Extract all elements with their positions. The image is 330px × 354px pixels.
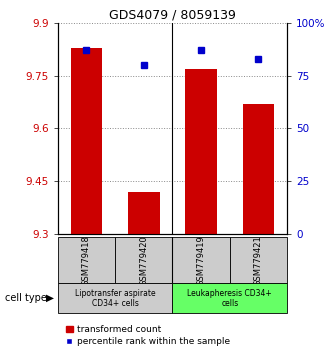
Legend: transformed count, percentile rank within the sample: transformed count, percentile rank withi… — [62, 321, 233, 349]
Text: Lipotransfer aspirate
CD34+ cells: Lipotransfer aspirate CD34+ cells — [75, 289, 155, 308]
Bar — [173, 237, 230, 283]
Bar — [115, 237, 173, 283]
Bar — [185, 69, 217, 234]
Bar — [173, 283, 287, 313]
Text: GSM779419: GSM779419 — [197, 235, 206, 286]
Bar — [243, 104, 274, 234]
Text: GSM779418: GSM779418 — [82, 235, 91, 286]
Title: GDS4079 / 8059139: GDS4079 / 8059139 — [109, 9, 236, 22]
Text: GSM779421: GSM779421 — [254, 235, 263, 286]
Bar — [58, 237, 115, 283]
Text: GSM779420: GSM779420 — [139, 235, 148, 286]
Text: ▶: ▶ — [46, 293, 54, 303]
Bar — [71, 47, 102, 234]
Bar — [230, 237, 287, 283]
Bar — [128, 192, 159, 234]
Bar — [58, 283, 173, 313]
Text: cell type: cell type — [5, 293, 47, 303]
Text: Leukapheresis CD34+
cells: Leukapheresis CD34+ cells — [187, 289, 272, 308]
